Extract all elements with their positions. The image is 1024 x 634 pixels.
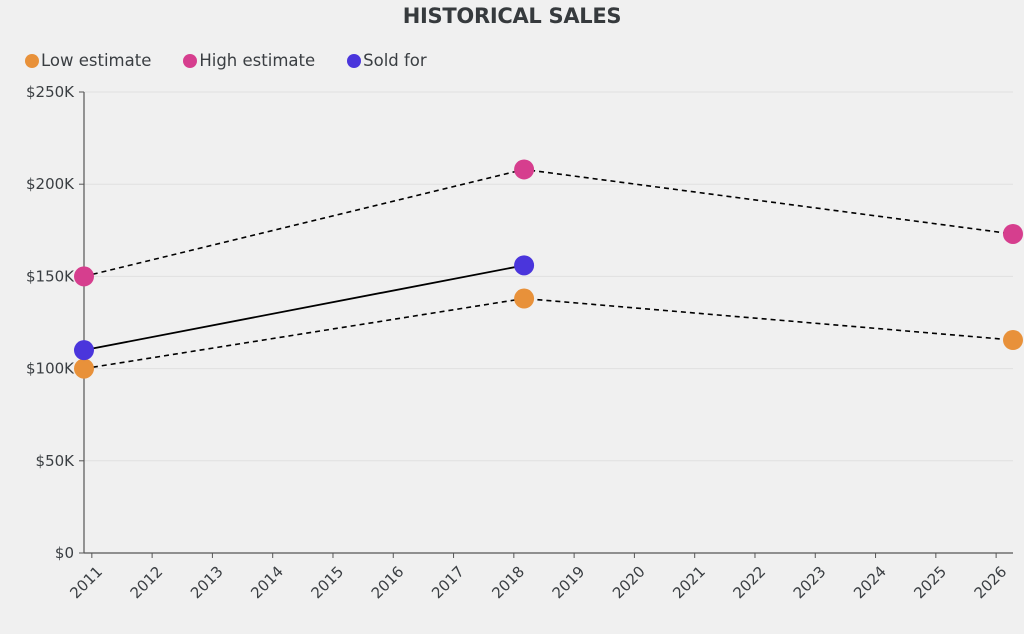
x-tick-label: 2023 [790, 563, 830, 603]
x-tick-label: 2012 [127, 563, 167, 603]
x-tick-label: 2025 [910, 563, 950, 603]
x-tick-label: 2021 [669, 563, 709, 603]
x-tick-label: 2014 [247, 563, 287, 603]
legend-label: High estimate [199, 51, 316, 70]
legend-item-sold-for[interactable]: Sold for [347, 51, 427, 70]
legend-dot-icon [347, 53, 362, 68]
data-point-high-estimate [74, 266, 94, 287]
data-point-low-estimate [1003, 330, 1023, 351]
y-tick-label: $200K [26, 175, 75, 193]
x-tick-label: 2015 [308, 563, 348, 603]
legend: Low estimate High estimate Sold for [25, 51, 427, 70]
legend-dot-icon [25, 53, 39, 68]
x-tick-label: 2020 [609, 563, 649, 603]
y-tick-label: $0 [55, 544, 74, 562]
legend-label: Sold for [363, 51, 427, 70]
x-tick-label: 2022 [730, 563, 770, 603]
data-point-high-estimate [514, 159, 535, 180]
chart-title: HISTORICAL SALES [402, 4, 622, 28]
data-point-low-estimate [74, 358, 94, 379]
legend-item-high-estimate[interactable]: High estimate [183, 51, 315, 70]
x-tick-label: 2024 [850, 563, 890, 603]
x-tick-label: 2013 [187, 563, 227, 603]
x-tick-label: 2018 [488, 563, 528, 603]
data-point-low-estimate [514, 288, 535, 309]
x-tick-label: 2011 [66, 563, 106, 603]
y-tick-label: $100K [26, 360, 75, 378]
x-tick-label: 2016 [368, 563, 408, 603]
data-point-high-estimate [1003, 223, 1023, 244]
legend-item-low-estimate[interactable]: Low estimate [25, 51, 151, 70]
y-tick-label: $150K [26, 267, 75, 285]
x-tick-label: 2019 [549, 563, 589, 603]
y-tick-label: $250K [26, 83, 75, 101]
x-tick-label: 2026 [971, 563, 1011, 603]
legend-label: Low estimate [41, 51, 152, 70]
series-line-sold-for [83, 264, 525, 352]
x-tick-label: 2017 [428, 563, 468, 603]
legend-dot-icon [183, 53, 198, 68]
data-point-sold-for [514, 255, 535, 276]
series-line-high-estimate [83, 168, 1014, 278]
series-line-low-estimate [83, 297, 1014, 370]
data-point-sold-for [74, 340, 94, 361]
y-tick-label: $50K [36, 452, 76, 470]
